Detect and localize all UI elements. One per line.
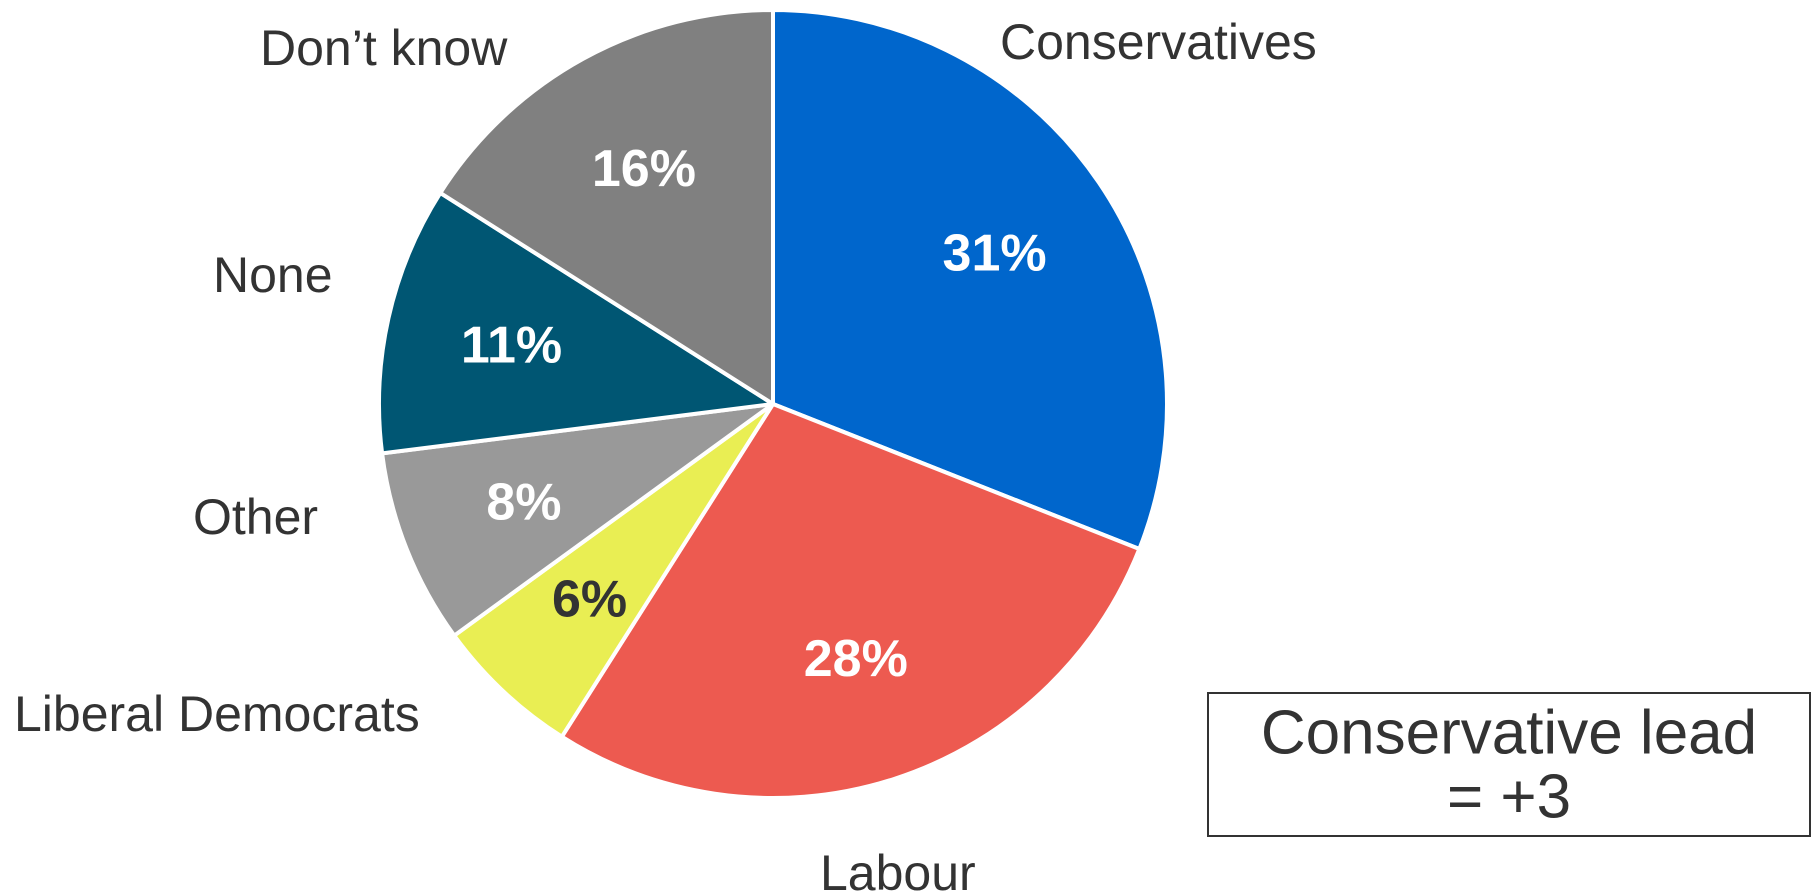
lead-annotation-box [1207, 692, 1811, 837]
lead-annotation-line-1: Conservative lead [1261, 699, 1757, 768]
category-label-labour: Labour [820, 845, 976, 894]
lead-annotation: Conservative lead = +3 [1207, 692, 1811, 837]
category-label-conservatives: Conservatives [1000, 14, 1317, 70]
category-label-don-t-know: Don’t know [260, 20, 508, 76]
category-label-liberal-democrats: Liberal Democrats [14, 686, 420, 742]
pie-label-liberal-democrats: 6% [552, 570, 627, 628]
pie-slice-labour [559, 402, 1142, 800]
category-label-other: Other [193, 489, 318, 545]
category-labels: Conservatives Labour Liberal Democrats Othe… [14, 14, 1317, 894]
pie-label-other: 8% [486, 474, 561, 532]
percent-labels: 31% 28% 6% 8% 11% 16% [461, 140, 1047, 688]
category-label-none: None [213, 247, 333, 303]
pie-slice-conservatives [771, 8, 1169, 552]
pie-slice-don-t-know [438, 8, 775, 406]
pie-label-conservatives: 31% [943, 224, 1047, 282]
pie-label-labour: 28% [804, 630, 908, 688]
pie-slice-liberal-democrats [452, 402, 775, 739]
pie-slices [377, 8, 1169, 800]
pie-label-don-t-know: 16% [592, 140, 696, 198]
pie-slice-other [380, 402, 775, 638]
lead-annotation-line-2: = +3 [1447, 763, 1571, 832]
pie-label-none: 11% [461, 317, 562, 375]
pie-slice-none [377, 190, 775, 456]
